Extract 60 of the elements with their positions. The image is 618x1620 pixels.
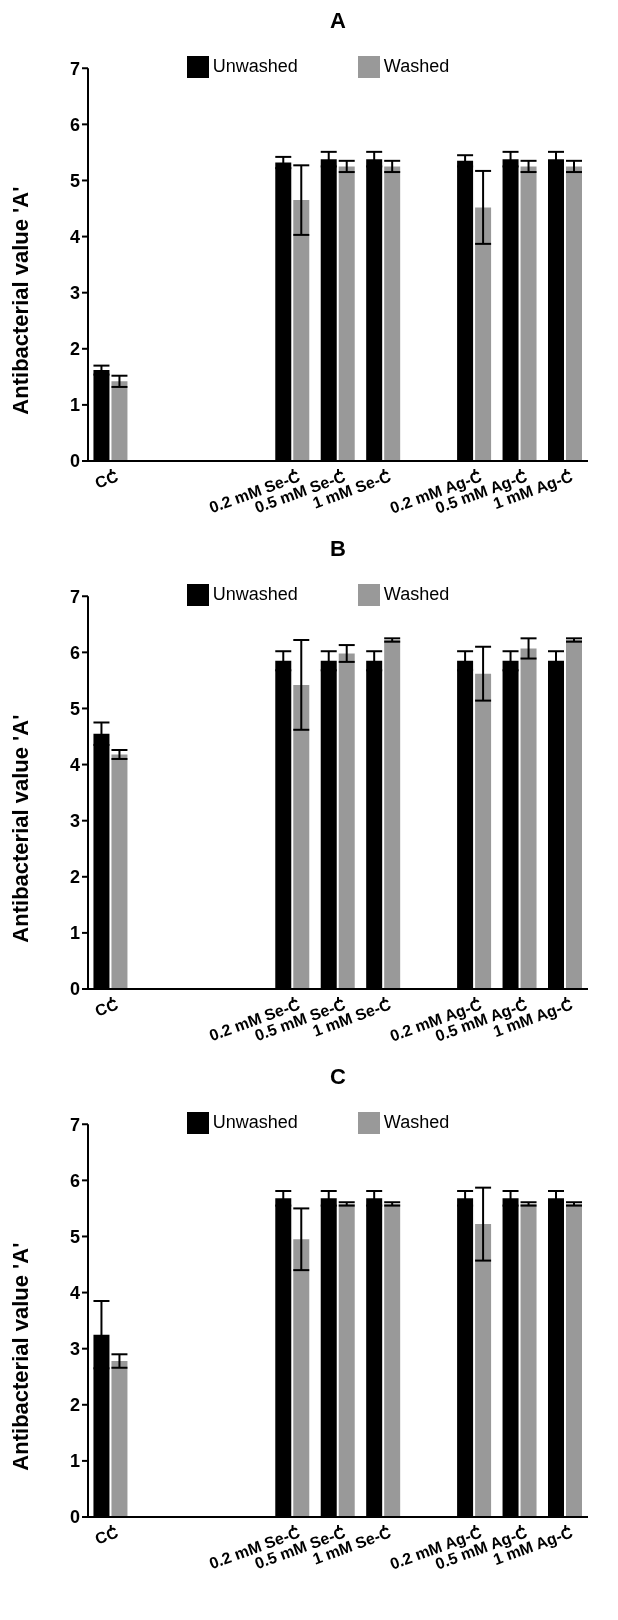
bar bbox=[384, 640, 401, 989]
bar bbox=[566, 166, 582, 461]
y-tick-label: 4 bbox=[69, 754, 80, 775]
legend-label: Washed bbox=[383, 56, 450, 76]
y-axis-title: Antibacterial value 'A' bbox=[7, 1242, 33, 1471]
y-tick-label: 7 bbox=[69, 1114, 80, 1135]
y-tick-label: 6 bbox=[69, 1170, 80, 1191]
y-tick-label: 1 bbox=[69, 395, 80, 416]
bar bbox=[111, 1361, 128, 1517]
bar bbox=[338, 653, 355, 989]
bar bbox=[475, 673, 492, 989]
x-tick-label: CC bbox=[92, 467, 121, 492]
bar bbox=[384, 166, 401, 461]
y-tick-label: 6 bbox=[69, 642, 80, 663]
y-tick-label: 1 bbox=[69, 923, 80, 944]
y-tick-label: 0 bbox=[69, 979, 80, 1000]
y-tick-label: 2 bbox=[69, 1395, 80, 1416]
bar bbox=[111, 381, 128, 461]
legend-label: Washed bbox=[383, 1112, 450, 1132]
x-tick-label: CC bbox=[92, 995, 121, 1020]
y-tick-label: 3 bbox=[69, 1339, 80, 1360]
bar bbox=[384, 1203, 401, 1517]
bar bbox=[293, 684, 310, 989]
y-tick-label: 5 bbox=[69, 698, 80, 719]
chart-title: B bbox=[329, 536, 347, 563]
bar bbox=[475, 1224, 492, 1517]
y-tick-label: 3 bbox=[69, 811, 80, 832]
y-tick-label: 0 bbox=[69, 1507, 80, 1528]
y-tick-label: 4 bbox=[69, 226, 80, 247]
legend-label: Washed bbox=[383, 584, 450, 604]
bar bbox=[293, 200, 310, 461]
bar bbox=[566, 640, 582, 989]
bar bbox=[566, 1203, 582, 1517]
y-tick-label: 5 bbox=[69, 1226, 80, 1247]
bar bbox=[293, 1239, 310, 1517]
legend-label: Unwashed bbox=[212, 56, 298, 76]
chart-title: A bbox=[329, 8, 347, 35]
y-tick-label: 5 bbox=[69, 170, 80, 191]
chart-title: C bbox=[329, 1064, 347, 1091]
bar bbox=[520, 1203, 537, 1517]
y-tick-label: 1 bbox=[69, 1451, 80, 1472]
y-tick-label: 4 bbox=[69, 1282, 80, 1303]
y-axis-title: Antibacterial value 'A' bbox=[7, 186, 33, 415]
bar bbox=[520, 166, 537, 461]
x-tick-label: CC bbox=[92, 1523, 121, 1548]
bar bbox=[338, 166, 355, 461]
y-tick-label: 7 bbox=[69, 586, 80, 607]
bar bbox=[520, 648, 537, 989]
bar bbox=[111, 754, 128, 989]
y-tick-label: 3 bbox=[69, 283, 80, 304]
bar bbox=[475, 207, 492, 461]
y-tick-label: 0 bbox=[69, 451, 80, 472]
y-tick-label: 7 bbox=[69, 58, 80, 79]
legend-label: Unwashed bbox=[212, 584, 298, 604]
y-tick-label: 2 bbox=[69, 339, 80, 360]
y-tick-label: 6 bbox=[69, 114, 80, 135]
y-tick-label: 2 bbox=[69, 867, 80, 888]
bar bbox=[338, 1203, 355, 1517]
legend-label: Unwashed bbox=[212, 1112, 298, 1132]
y-axis-title: Antibacterial value 'A' bbox=[7, 714, 33, 943]
